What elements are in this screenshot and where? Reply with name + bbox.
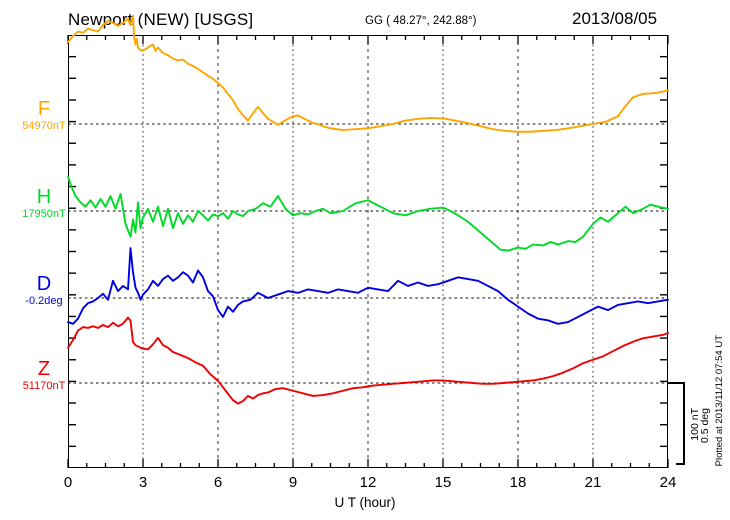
trace-d	[67, 247, 669, 325]
scale-label-deg: 0.5 deg	[699, 408, 711, 444]
component-label-f: F 54970nT	[16, 98, 72, 133]
component-label-d: D -0.2deg	[16, 273, 72, 308]
x-tick-label: 3	[138, 474, 148, 491]
component-baseline-f: 54970nT	[22, 120, 66, 132]
component-label-h: H 17950nT	[16, 186, 72, 221]
component-baseline-d: -0.2deg	[25, 295, 63, 307]
trace-f	[67, 14, 669, 133]
component-label-z: Z 51170nT	[16, 358, 72, 393]
plot-date: 2013/08/05	[572, 9, 658, 28]
scale-bar-bottom-tick	[676, 463, 685, 465]
x-tick-label: 0	[63, 474, 73, 491]
station-title: Newport (NEW) [USGS]	[68, 10, 254, 29]
x-tick-label: 18	[509, 474, 527, 491]
geographic-coordinates: GG ( 48.27°, 242.88°)	[365, 15, 477, 27]
trace-z	[67, 316, 669, 405]
plot-area	[67, 14, 669, 468]
component-key-d: D	[36, 273, 52, 295]
component-key-z: Z	[37, 358, 51, 380]
scale-bar	[683, 383, 685, 465]
x-tick-label: 24	[659, 474, 677, 491]
component-baseline-z: 51170nT	[22, 380, 66, 392]
x-tick-label: 12	[359, 474, 377, 491]
x-axis-title: U T (hour)	[334, 495, 396, 510]
component-key-h: H	[36, 186, 52, 208]
component-key-f: F	[37, 98, 51, 120]
plotted-at-timestamp: Plotted at 2013/11/12 07:54 UT	[714, 335, 725, 467]
trace-h	[67, 175, 669, 252]
x-tick-label: 21	[584, 474, 602, 491]
x-tick-label: 15	[434, 474, 452, 491]
scale-bar-top-tick	[668, 382, 685, 384]
x-tick-label: 6	[213, 474, 223, 491]
chart-canvas	[67, 14, 669, 468]
x-tick-label: 9	[288, 474, 298, 491]
component-baseline-h: 17950nT	[22, 208, 66, 220]
